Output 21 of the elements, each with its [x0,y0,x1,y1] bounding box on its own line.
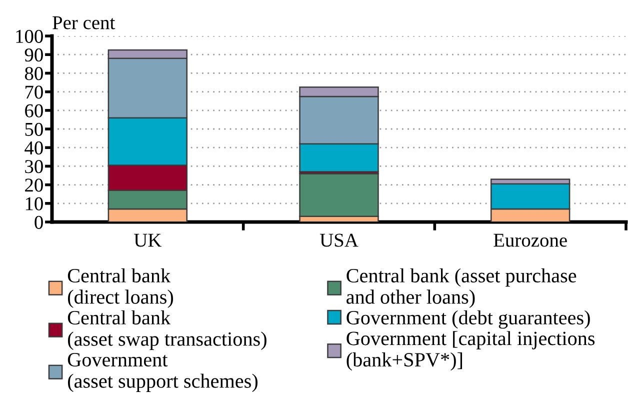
y-tick-label: 70 [26,86,43,99]
y-tick-label: 80 [24,67,43,80]
y-tick-label: 10 [26,197,43,210]
x-tick-label: USA [320,234,358,247]
legend-label: Government [capital injections (bank+SPV*)] [346,331,595,371]
legend-label: Central bank (asset purchase and other loans) [346,268,576,308]
y-tick-label: 20 [25,178,43,192]
y-tick-label: 0 [34,216,43,229]
y-axis-title: Per cent [52,16,116,30]
y-tick-label: 100 [16,30,43,43]
x-tick-label: Eurozone [494,234,567,247]
x-tick-label: UK [134,234,162,247]
legend-label: Central bank (asset swap transactions) [68,310,266,350]
legend-label: Central bank (direct loans) [68,268,174,308]
legend-label: Government (asset support schemes) [68,352,258,392]
legend-label: Government (debt guarantees) [346,310,590,329]
y-tick-label: 50 [25,122,43,136]
y-tick-label: 90 [24,48,43,62]
y-tick-label: 40 [24,141,43,155]
y-tick-label: 30 [25,160,43,174]
y-tick-label: 60 [25,104,43,118]
